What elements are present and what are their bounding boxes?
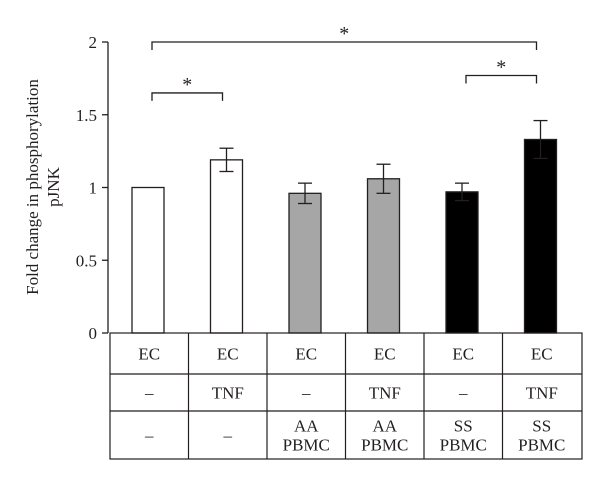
y-tick-label: 0.5 <box>76 251 97 270</box>
table-cell-text: EC <box>217 345 239 364</box>
condition-table: EC EC EC EC EC EC– TNF – TNF – TNF– – AAPBMCAAPBMCSS… <box>109 332 583 460</box>
y-axis-label: Fold change in phosphorylation pJNK <box>23 79 63 295</box>
table-cell-text: TNF <box>212 384 244 403</box>
table-cell-text: SS <box>532 417 551 436</box>
significance-star: * <box>496 56 506 78</box>
bar <box>366 178 401 334</box>
significance-bracket <box>151 92 224 101</box>
bar <box>445 191 479 334</box>
table-cell-text: PBMC <box>283 436 330 455</box>
significance-bracket <box>465 74 538 84</box>
bar <box>288 192 322 334</box>
y-tick-label: 0 <box>89 324 98 343</box>
table-cell-text: EC <box>138 345 160 364</box>
table-cell-text: – <box>223 426 233 445</box>
bar <box>131 186 165 334</box>
table-cell-text: TNF <box>369 384 401 403</box>
y-axis-label-line: Fold change in phosphorylation <box>23 79 42 295</box>
bar <box>523 138 558 334</box>
table-cell-text: – <box>144 384 154 403</box>
table-cell-text: – <box>301 384 311 403</box>
y-axis: 0 0.5 1 1.5 2 <box>76 33 109 343</box>
y-tick-label: 1 <box>89 179 98 198</box>
table-cell-text: EC <box>452 345 474 364</box>
table-cell-text: AA <box>372 417 397 436</box>
bars <box>131 119 558 334</box>
table-cell-text: PBMC <box>440 436 487 455</box>
table-cell-text: EC <box>531 345 553 364</box>
table-cell-text: SS <box>454 417 473 436</box>
bar <box>209 159 244 334</box>
y-axis-label-line: pJNK <box>44 166 63 206</box>
table-cell-text: EC <box>295 345 317 364</box>
table-cell-text: – <box>458 384 468 403</box>
table-cell-text: PBMC <box>361 436 408 455</box>
table-cell-text: TNF <box>526 384 558 403</box>
table-cell-text: – <box>144 426 154 445</box>
significance-star: * <box>339 23 349 45</box>
table-cell-text: PBMC <box>518 436 565 455</box>
y-tick-label: 2 <box>89 33 98 52</box>
significance-star: * <box>182 74 192 96</box>
table-cell-text: AA <box>294 417 319 436</box>
significance-brackets: * * * <box>151 23 538 101</box>
table-cell-text: EC <box>374 345 396 364</box>
y-tick-label: 1.5 <box>76 106 97 125</box>
significance-bracket <box>151 41 538 50</box>
